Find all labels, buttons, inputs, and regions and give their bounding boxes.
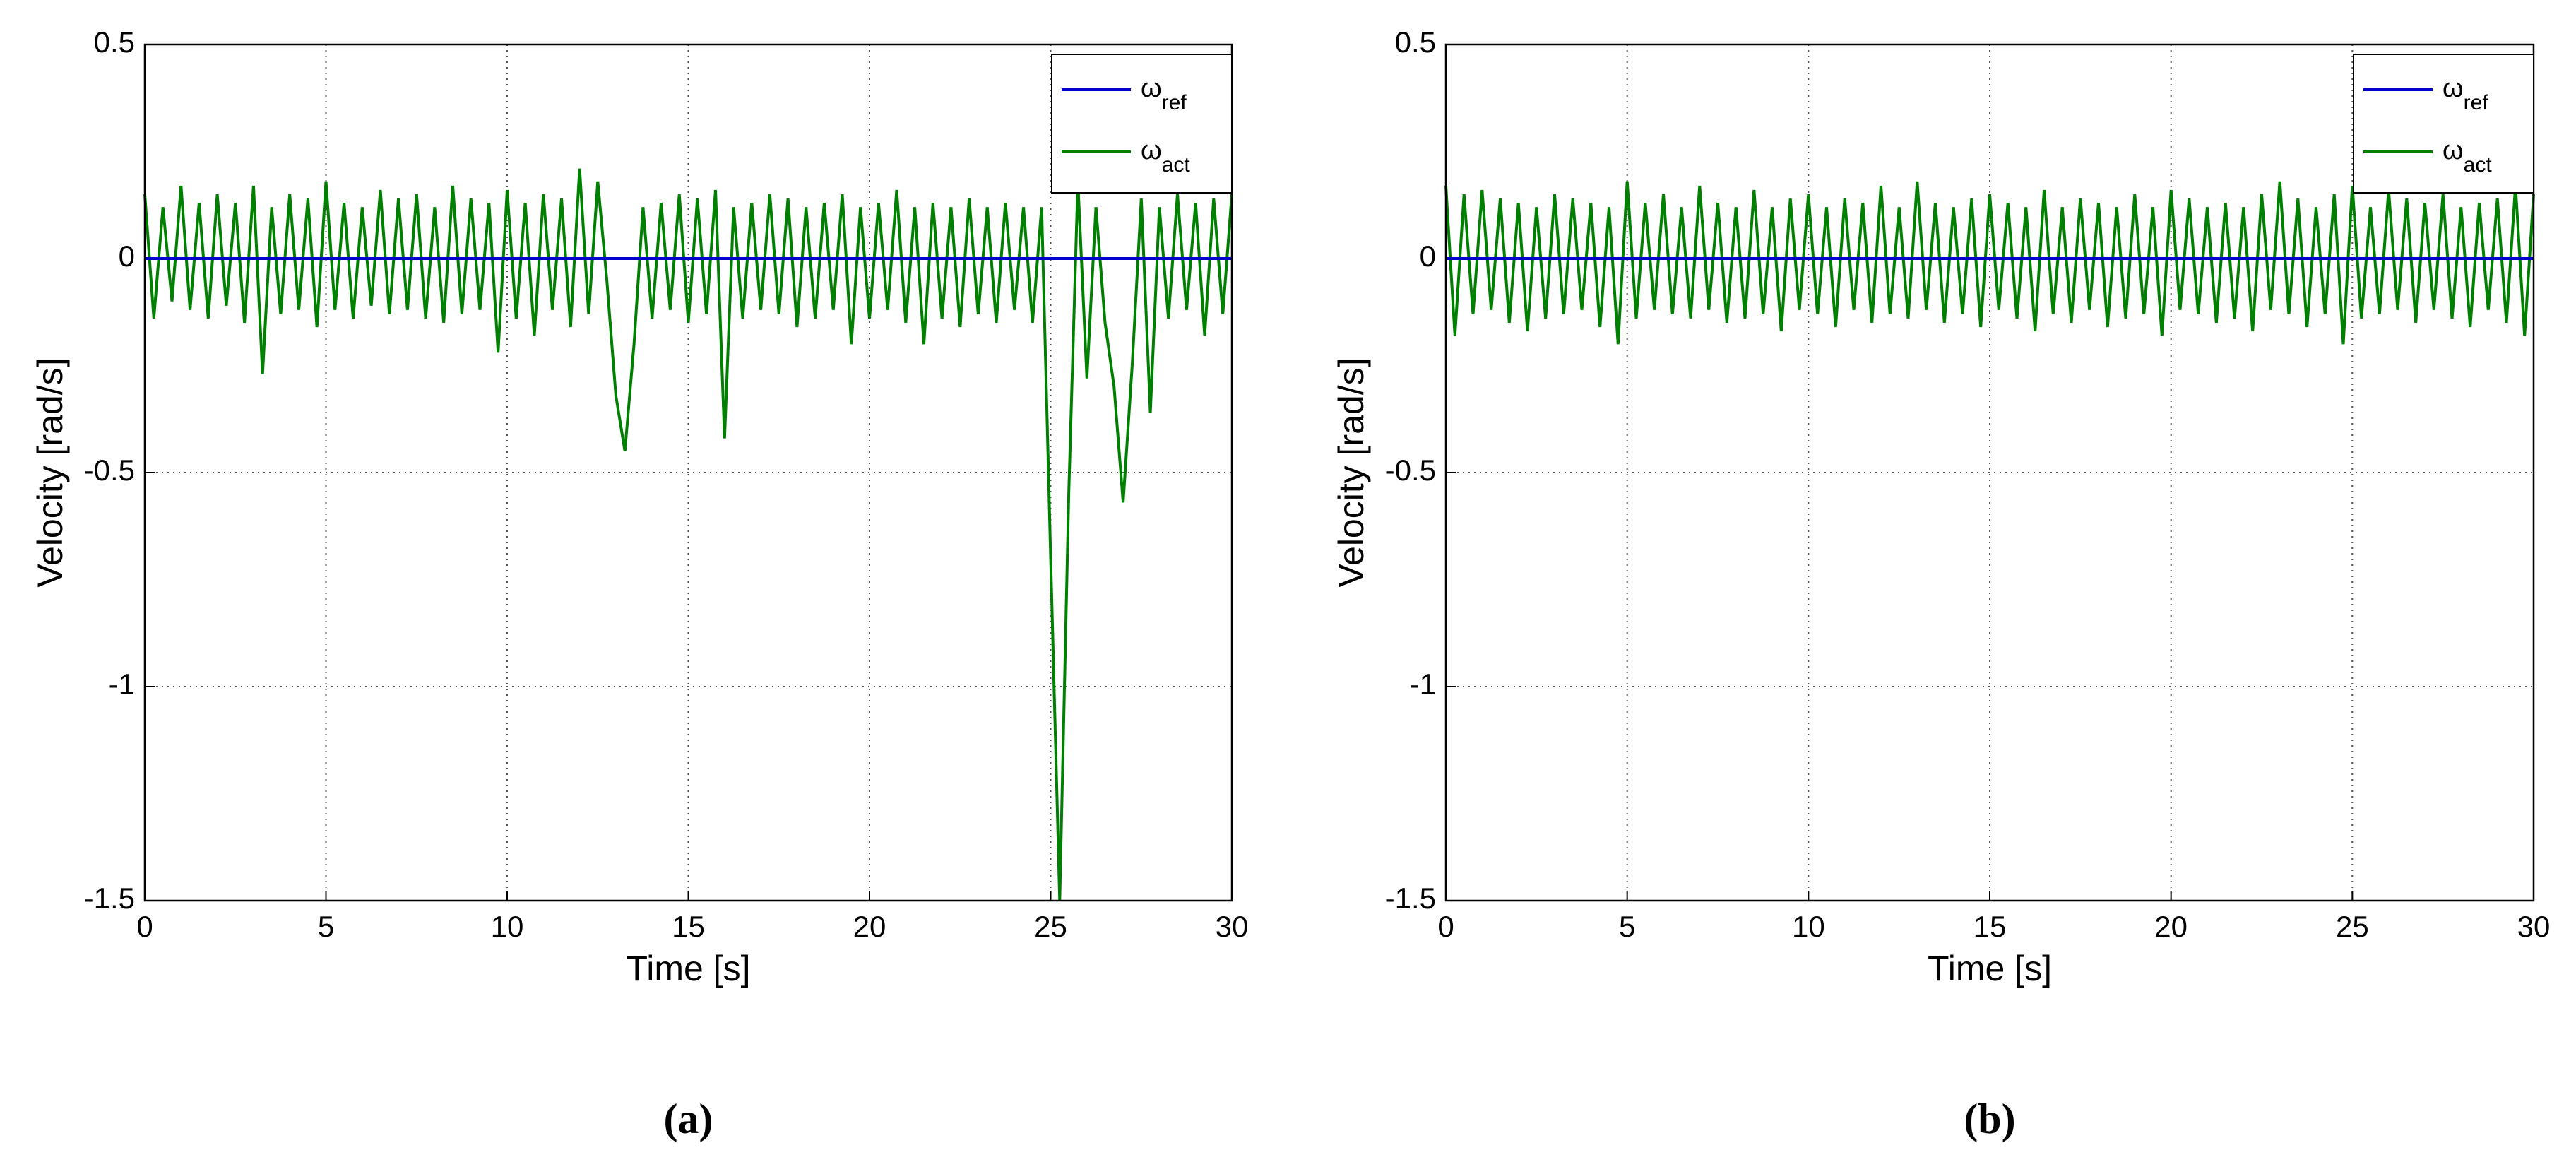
- legend-symbol: ω: [1141, 73, 1162, 103]
- series-line: [143, 168, 1233, 901]
- y-tick-label: -0.5: [84, 453, 135, 487]
- legend-symbol: ω: [2443, 136, 2464, 165]
- legend-symbol: ω: [2443, 73, 2464, 103]
- legend-label: ωact: [2443, 136, 2492, 177]
- y-axis-label: Velocity [rad/s]: [1331, 357, 1371, 587]
- legend-subscript: act: [1162, 153, 1191, 177]
- y-tick-label: -1: [109, 668, 135, 701]
- legend-label: ωact: [1141, 136, 1190, 177]
- x-tick-label: 25: [1034, 910, 1067, 943]
- legend-subscript: ref: [2464, 91, 2489, 114]
- y-tick-label: 0: [1420, 239, 1436, 273]
- series-line: [1444, 181, 2535, 345]
- x-tick-label: 0: [136, 910, 153, 943]
- x-tick-label: 5: [1619, 910, 1635, 943]
- x-tick-label: 30: [2517, 910, 2551, 943]
- panel-label: (b): [1964, 1096, 2015, 1142]
- x-tick-label: 20: [853, 910, 886, 943]
- legend-subscript: act: [2464, 153, 2493, 177]
- y-axis-label: Velocity [rad/s]: [30, 357, 70, 587]
- x-tick-label: 0: [1437, 910, 1454, 943]
- legend-label: ωref: [1141, 73, 1187, 114]
- y-tick-label: 0.5: [1395, 25, 1436, 59]
- legend-subscript: ref: [1162, 91, 1187, 114]
- y-tick-label: -1.5: [84, 882, 135, 915]
- x-tick-label: 25: [2336, 910, 2369, 943]
- axes-box: [1444, 43, 2535, 902]
- x-tick-label: 15: [1973, 910, 2007, 943]
- axes-box: [143, 43, 1233, 902]
- x-tick-label: 5: [318, 910, 334, 943]
- y-tick-label: 0.5: [94, 25, 135, 59]
- y-tick-label: -1.5: [1385, 882, 1436, 915]
- x-axis-label: Time [s]: [627, 949, 751, 988]
- panel-label: (a): [664, 1096, 713, 1142]
- legend-box: [2353, 54, 2534, 194]
- x-tick-label: 30: [1216, 910, 1249, 943]
- x-axis-label: Time [s]: [1928, 949, 2052, 988]
- y-tick-label: -0.5: [1385, 453, 1436, 487]
- y-tick-label: -1: [1410, 668, 1436, 701]
- legend-symbol: ω: [1141, 136, 1162, 165]
- legend-label: ωref: [2443, 73, 2488, 114]
- x-tick-label: 10: [1792, 910, 1825, 943]
- x-tick-label: 10: [491, 910, 524, 943]
- legend-box: [1051, 54, 1233, 194]
- x-tick-label: 20: [2154, 910, 2188, 943]
- x-tick-label: 15: [672, 910, 705, 943]
- y-tick-label: 0: [119, 239, 135, 273]
